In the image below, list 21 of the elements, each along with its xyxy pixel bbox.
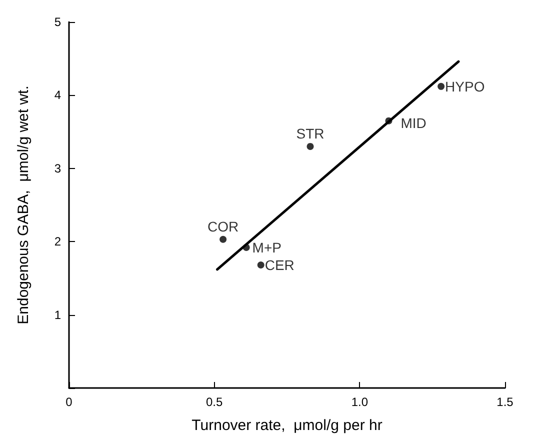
point [257,262,264,269]
x-axis-title: Turnover rate, μmol/g per hr [192,417,382,434]
point [306,142,314,150]
y-tick-label: 3 [54,161,62,176]
annotation: COR [207,218,239,234]
y-tick-label: 5 [54,15,62,29]
point [220,236,227,243]
x-tick-label: 1.5 [496,395,514,409]
x-tick-label: 0.5 [206,395,223,409]
annotation: HYPO [445,78,485,94]
y-tick-label: 1 [54,308,62,322]
annotation: CER [264,257,294,274]
y-tick-label: 4 [54,88,62,102]
annotation: M+P [252,239,282,256]
point [438,82,445,90]
x-tick-label: 1.0 [351,395,368,409]
y-tick-label: 2 [54,234,62,249]
annotation: MID [400,114,426,131]
annotation: STR [296,125,324,142]
y-axis-title: Endogenous GABA, μmol/g wet wt. [15,86,32,324]
x-tick-label: 0 [66,395,73,409]
